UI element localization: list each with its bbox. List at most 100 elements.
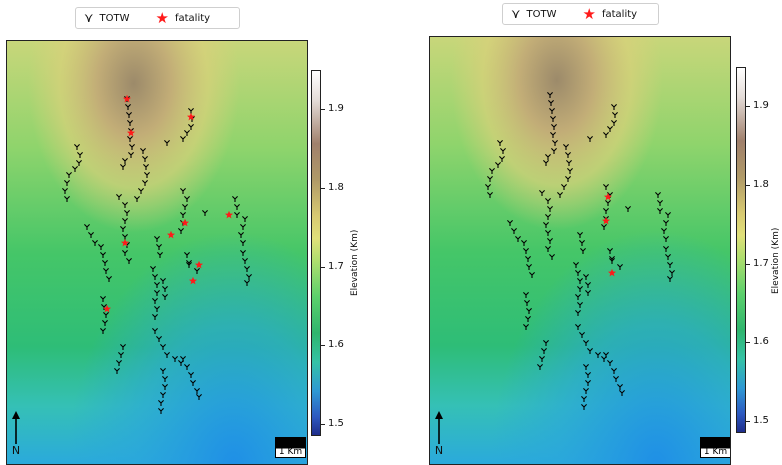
totw-marker-icon (583, 274, 589, 280)
totw-marker-icon (557, 192, 563, 198)
totw-marker-icon (152, 274, 158, 280)
colorbar-tick (321, 188, 325, 190)
totw-marker-icon (240, 240, 246, 246)
scale-bar-label-right: 1 Km (703, 447, 728, 457)
totw-marker-icon (545, 214, 551, 220)
scale-bar-right: 1 Km (700, 437, 730, 458)
totw-marker-icon (92, 240, 98, 246)
fatality-star-icon (167, 230, 175, 239)
north-arrow-right: N (433, 411, 445, 457)
totw-marker-icon (665, 254, 671, 260)
totw-marker-icon (603, 184, 609, 190)
totw-marker-icon (549, 254, 555, 260)
colorbar-left (311, 70, 321, 436)
totw-marker-icon (563, 144, 569, 150)
totw-marker-icon (603, 132, 609, 138)
totw-marker-icon (152, 314, 158, 320)
totw-marker-icon (242, 216, 248, 222)
fatality-star-icon (103, 304, 111, 313)
totw-marker-icon (577, 286, 583, 292)
totw-marker-icon (655, 192, 661, 198)
totw-marker-icon (547, 238, 553, 244)
colorbar-tick (746, 185, 750, 187)
totw-marker-icon (126, 258, 132, 264)
totw-marker-icon (585, 372, 591, 378)
fatality-star-icon: ★ (582, 4, 596, 23)
totw-marker-icon (511, 228, 517, 234)
totw-marker-icon (499, 156, 505, 162)
totw-marker-icon (545, 198, 551, 204)
totw-marker-icon (497, 140, 503, 146)
totw-marker-icon (566, 160, 572, 166)
fatality-star-icon (123, 94, 131, 103)
totw-marker-icon (240, 250, 246, 256)
totw-marker-icon (102, 260, 108, 266)
totw-marker-icon (152, 328, 158, 334)
totw-marker-icon (523, 292, 529, 298)
totw-marker-icon (541, 348, 547, 354)
colorbar-tick-label: 1.7 (753, 257, 769, 269)
totw-marker-icon (74, 144, 80, 150)
totw-marker-icon (180, 356, 186, 362)
totw-marker-icon (667, 262, 673, 268)
colorbar-tick (321, 424, 325, 426)
colorbar-tick-label: 1.6 (753, 336, 769, 348)
colorbar-title-left: Elevation (Km) (350, 229, 360, 296)
totw-marker-icon (127, 136, 133, 142)
totw-marker-icon (601, 224, 607, 230)
fatality-star-icon (121, 238, 129, 247)
legend-totw-label: TOTW (99, 12, 130, 24)
totw-marker-icon (611, 368, 617, 374)
totw-marker-icon (88, 232, 94, 238)
totw-marker-icon (114, 368, 120, 374)
totw-marker-icon (487, 176, 493, 182)
totw-marker-icon (196, 394, 202, 400)
totw-marker-icon (162, 294, 168, 300)
fatality-star-icon: ★ (155, 8, 169, 27)
totw-marker-icon (507, 220, 513, 226)
fatality-star-icon (195, 260, 203, 269)
totw-marker-icon (62, 188, 68, 194)
totw-marker-icon (565, 176, 571, 182)
totw-marker-icon (194, 388, 200, 394)
totw-marker-icon (125, 104, 131, 110)
totw-marker-icon (567, 168, 573, 174)
totw-marker-icon (547, 206, 553, 212)
totw-marker-icon (523, 324, 529, 330)
totw-marker-icon (545, 154, 551, 160)
totw-marker-icon (156, 244, 162, 250)
legend-fatality-label: fatality (174, 12, 211, 24)
totw-marker-icon (202, 210, 208, 216)
totw-marker-icon (617, 264, 623, 270)
totw-marker-icon (246, 274, 252, 280)
totw-marker-icon (184, 196, 190, 202)
north-label-left: N (11, 444, 21, 457)
totw-marker-icon (526, 264, 532, 270)
totw-marker-icon (577, 278, 583, 284)
colorbar-tick (321, 109, 325, 111)
totw-marker-icon (162, 376, 168, 382)
totw-marker-icon (186, 262, 192, 268)
totw-marker-icon (525, 316, 531, 322)
colorbar-tick (746, 106, 750, 108)
fatality-star-icon (604, 192, 612, 201)
totw-marker-icon (617, 384, 623, 390)
totw-marker-icon (619, 390, 625, 396)
scale-bar-left: 1 Km (275, 437, 306, 458)
colorbar-tick (321, 345, 325, 347)
totw-marker-icon (611, 120, 617, 126)
colorbar-tick-label: 1.5 (328, 418, 344, 430)
totw-marker-icon (583, 388, 589, 394)
fatality-star-icon (608, 268, 616, 277)
totw-marker-icon (194, 268, 200, 274)
totw-marker-icon (539, 356, 545, 362)
totw-marker-icon (583, 340, 589, 346)
totw-marker-icon (126, 112, 132, 118)
totw-marker-icon (495, 162, 501, 168)
colorbar-tick-label: 1.8 (328, 182, 344, 194)
totw-marker-icon (603, 352, 609, 358)
fatality-star-icon (127, 128, 135, 137)
totw-marker-icon (128, 152, 134, 158)
totw-marker-icon (552, 140, 558, 146)
totw-marker-icon (529, 272, 535, 278)
